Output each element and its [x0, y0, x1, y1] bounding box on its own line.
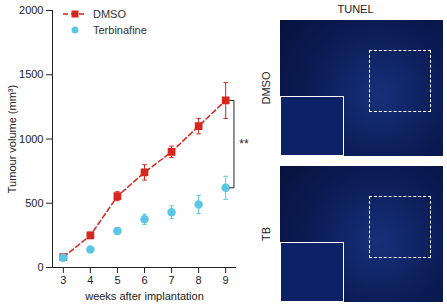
- html-text:Terbinafine: Terbinafine: [93, 24, 147, 36]
- svg-text:0: 0: [37, 261, 43, 273]
- svg-text:weeks after implantation: weeks after implantation: [84, 290, 204, 302]
- svg-text:3: 3: [60, 274, 66, 286]
- svg-text:8: 8: [196, 274, 202, 286]
- svg-text:6: 6: [141, 274, 147, 286]
- html-text:TUNEL: TUNEL: [337, 3, 374, 15]
- svg-text:5: 5: [114, 274, 120, 286]
- svg-text:500: 500: [25, 197, 43, 209]
- html-text:DMSO: DMSO: [260, 71, 272, 105]
- svg-text:2000: 2000: [19, 4, 43, 16]
- svg-text:7: 7: [168, 274, 174, 286]
- svg-text:**: **: [239, 137, 249, 151]
- html-text:TB: TB: [260, 227, 272, 241]
- svg-text:1500: 1500: [19, 68, 43, 80]
- svg-text:4: 4: [87, 274, 93, 286]
- svg-text:1000: 1000: [19, 133, 43, 145]
- html-text:DMSO: DMSO: [93, 8, 126, 20]
- svg-text:Tumour volume (mm³): Tumour volume (mm³): [6, 85, 18, 193]
- svg-text:9: 9: [223, 274, 229, 286]
